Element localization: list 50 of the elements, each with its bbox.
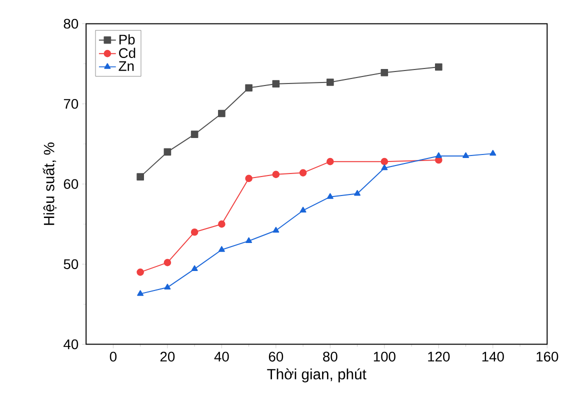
y-tick-label: 80 (64, 18, 78, 29)
point (326, 193, 334, 200)
point (380, 158, 388, 166)
point (246, 237, 252, 244)
point (164, 148, 172, 156)
point (300, 206, 306, 213)
x-tick-label: 60 (268, 352, 284, 362)
point (354, 190, 361, 196)
point (490, 150, 496, 156)
x-tick-label: 140 (482, 352, 504, 362)
x-axis-title: Thời gian, phút (267, 368, 366, 383)
point (164, 284, 171, 290)
point (326, 78, 334, 86)
point (190, 130, 198, 138)
x-tick-label: 100 (374, 352, 396, 362)
point (137, 290, 144, 296)
point (435, 152, 442, 158)
point (218, 220, 226, 228)
legend-label: Cd (119, 48, 136, 58)
point (272, 227, 280, 233)
point (272, 170, 280, 178)
y-axis-title: Hiệu suất, % (42, 142, 56, 226)
x-tick-label: 20 (160, 352, 175, 362)
point (299, 169, 307, 177)
point (381, 164, 388, 170)
x-tick-label: 0 (110, 352, 117, 362)
point (218, 246, 225, 252)
point (190, 228, 198, 236)
point (164, 259, 172, 266)
point (218, 110, 226, 118)
legend-label: Pb (119, 34, 135, 45)
y-tick-label: 60 (64, 179, 78, 190)
point (434, 64, 442, 71)
x-tick-label: 160 (536, 352, 558, 362)
point (136, 268, 144, 276)
point (326, 158, 334, 166)
legend-label: Zn (118, 61, 134, 72)
point (136, 173, 144, 181)
point (272, 80, 280, 88)
point (191, 265, 198, 272)
point (380, 69, 388, 76)
point (245, 84, 252, 92)
point (245, 174, 252, 182)
x-tick-label: 80 (323, 352, 338, 362)
point (462, 152, 470, 158)
y-tick-label: 40 (64, 340, 78, 350)
y-tick-label: 50 (64, 259, 78, 270)
x-tick-label: 40 (214, 352, 229, 362)
x-tick-label: 120 (428, 352, 450, 362)
y-tick-label: 70 (64, 99, 78, 109)
